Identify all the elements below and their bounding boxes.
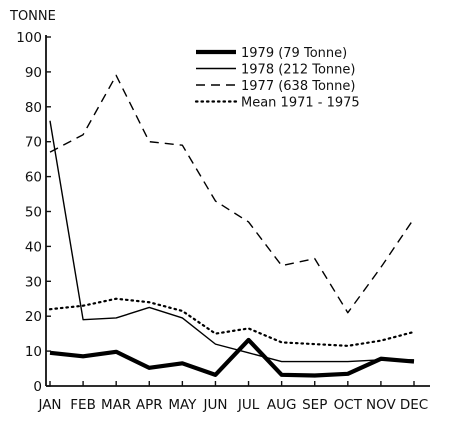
y-axis-label: TONNE xyxy=(9,9,56,24)
x-tick-label: AUG xyxy=(267,397,297,413)
x-tick-label: OCT xyxy=(334,397,363,413)
x-tick-label: SEP xyxy=(302,397,327,413)
series-line-3 xyxy=(48,297,416,347)
x-axis: JAN FEB MAR APR MAY JUN JUL AUG SEP OCT NOV DEC xyxy=(37,381,428,413)
x-tick-label: JUL xyxy=(237,397,260,413)
y-tick-label: 30 xyxy=(25,274,42,290)
y-tick-label: 40 xyxy=(25,239,42,255)
y-tick-label: 70 xyxy=(25,135,42,151)
series-line-1 xyxy=(49,120,414,363)
y-tick-label: 100 xyxy=(16,30,42,46)
x-tick-label: DEC xyxy=(400,397,428,413)
legend-label-0: 1979 (79 Tonne) xyxy=(241,46,347,61)
y-tick-label: 20 xyxy=(25,309,42,325)
legend-label-2: 1977 (638 Tonne) xyxy=(241,79,355,94)
x-tick-label: JAN xyxy=(37,397,61,413)
y-tick-label: 90 xyxy=(25,65,42,81)
x-tick-label: JUN xyxy=(202,397,227,413)
y-tick-label: 0 xyxy=(33,379,42,395)
y-tick-label: 60 xyxy=(25,170,42,186)
x-tick-label: APR xyxy=(136,397,163,413)
x-tick-label: NOV xyxy=(366,397,396,413)
plot-area xyxy=(48,74,416,378)
series-line-0 xyxy=(49,337,415,378)
x-tick-label: MAY xyxy=(168,397,197,413)
x-tick-label: MAR xyxy=(101,397,131,413)
series-line-2 xyxy=(49,74,415,314)
y-tick-label: 80 xyxy=(25,100,42,116)
legend: 1979 (79 Tonne) 1978 (212 Tonne)1977 (638… xyxy=(194,46,360,111)
y-tick-label: 10 xyxy=(25,344,42,360)
legend-label-1: 1978 (212 Tonne) xyxy=(241,63,355,78)
x-tick-label: FEB xyxy=(70,397,96,413)
y-tick-label: 50 xyxy=(25,205,42,221)
legend-label-3: Mean 1971 - 1975 xyxy=(241,96,360,111)
